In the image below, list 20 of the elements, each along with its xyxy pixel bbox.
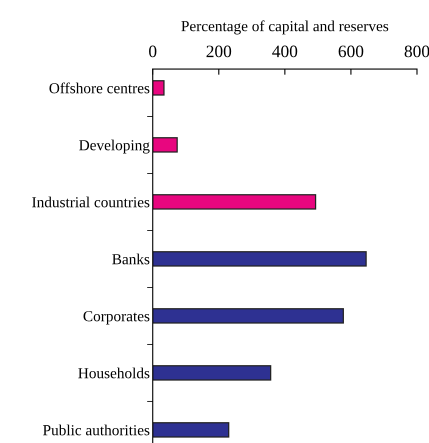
bar [152, 365, 272, 381]
x-tick-label: 800 [404, 46, 429, 58]
bar [152, 308, 344, 324]
x-axis-title: Percentage of capital and reserves [181, 20, 388, 34]
x-tick-label: 400 [272, 46, 298, 58]
x-tick-label: 600 [338, 46, 364, 58]
y-tick-label: Public authorities [43, 424, 150, 436]
x-tick-label: 0 [149, 46, 156, 58]
bar [152, 251, 367, 267]
y-tick-label: Developing [79, 140, 150, 154]
y-tick-label: Corporates [84, 311, 150, 324]
x-tick-label: 200 [206, 46, 232, 58]
bar [152, 137, 178, 153]
y-tick-label: Offshore centres [49, 82, 150, 94]
bar [152, 422, 230, 438]
y-tick-label: Households [78, 368, 150, 378]
y-tick-label: Banks [112, 254, 150, 264]
bar [152, 80, 165, 96]
y-tick-label: Industrial countries [32, 196, 150, 208]
bar [152, 194, 316, 210]
